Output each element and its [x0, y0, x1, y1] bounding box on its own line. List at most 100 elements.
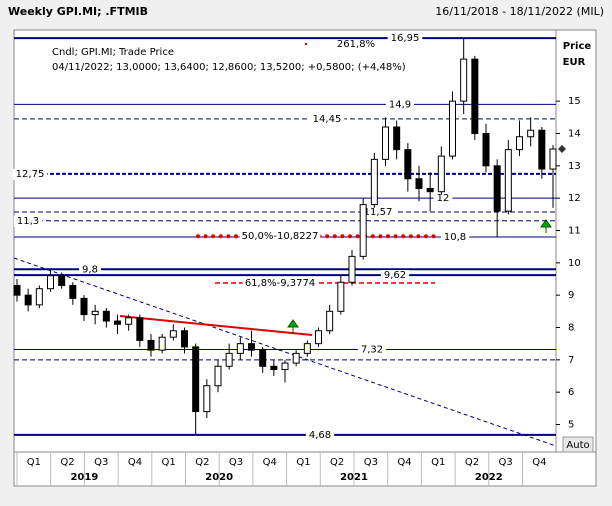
candle-body: [236, 343, 244, 354]
level-label-bg: [305, 429, 335, 441]
level-label: 11,3: [17, 216, 39, 227]
candle-body: [303, 343, 311, 354]
y-tick-label: 7: [568, 355, 574, 366]
candle-body: [315, 330, 322, 345]
year-label: 2019: [70, 472, 98, 483]
year-label: 2020: [205, 472, 233, 483]
level-label-bg: [387, 33, 423, 45]
candle-body: [136, 317, 144, 341]
fib-top-label: 261,8%: [337, 39, 375, 50]
candle-body: [370, 158, 378, 206]
buy-arrow: [540, 219, 552, 233]
fib-dot: [355, 234, 360, 239]
y-tick-label: 6: [568, 387, 574, 398]
candle-body: [35, 288, 43, 306]
x-tick-label: Q2: [465, 457, 479, 468]
x-tick-label: Q1: [162, 457, 176, 468]
candle-body: [125, 317, 133, 325]
fib-dot: [416, 234, 421, 239]
candle-body: [404, 149, 412, 180]
auto-button[interactable]: [562, 436, 594, 453]
candle-body: [415, 178, 423, 189]
y-axis-area: [555, 29, 597, 453]
x-tick-label: Q4: [128, 457, 142, 468]
fib-dot: [393, 234, 398, 239]
candle-body: [270, 365, 278, 371]
candle-body: [549, 148, 557, 170]
level-label: 16,95: [391, 33, 420, 44]
level-label: 12: [437, 193, 450, 204]
level-label-bg: [309, 113, 345, 125]
candle-body: [449, 100, 456, 157]
date-range: 16/11/2018 - 18/11/2022 (MIL): [435, 5, 604, 18]
legend-line: Cndl; GPI.MI; Trade Price: [52, 47, 174, 58]
level-label-bg: [79, 264, 101, 276]
candle-body: [382, 126, 389, 160]
y-tick-label: 11: [568, 225, 581, 236]
candle-body: [460, 58, 468, 102]
candle-body: [538, 129, 546, 170]
auto-button-label[interactable]: Auto: [566, 440, 589, 451]
fib-dot: [348, 234, 352, 239]
candle-body: [147, 339, 155, 351]
trend-line: [119, 315, 313, 336]
buy-arrow: [287, 319, 299, 333]
chart-title: Weekly GPI.MI; .FTMIB: [8, 5, 148, 18]
candle-body: [471, 58, 479, 134]
candle-body: [326, 310, 334, 332]
legend-line: 04/11/2022; 13,0000; 13,6400; 12,8600; 1…: [52, 62, 406, 73]
fib-dot: [325, 234, 330, 239]
level-label-bg: [357, 344, 387, 356]
candle-body: [214, 365, 222, 387]
fib-dot: [401, 234, 406, 239]
level-label-bg: [440, 231, 470, 243]
y-tick-label: 5: [568, 420, 574, 431]
level-label-bg: [385, 99, 415, 111]
level-label: 11,57: [364, 207, 393, 218]
level-label-bg: [433, 193, 453, 205]
fib-label: 50,0%-10,8227: [242, 231, 319, 242]
y-tick-label: 13: [568, 161, 581, 172]
candle-body: [58, 275, 66, 286]
level-label: 12,75: [16, 169, 45, 180]
candle-body: [359, 204, 367, 257]
level-label: 14,45: [313, 114, 342, 125]
candle-body: [181, 330, 188, 348]
candle-body: [482, 132, 490, 167]
fib-label: 61,8%-9,3774: [245, 278, 315, 289]
y-tick-label: 12: [568, 193, 581, 204]
level-label-bg: [380, 270, 410, 282]
candle-body: [13, 284, 21, 296]
candle-body: [527, 129, 535, 138]
fib-dot: [234, 234, 238, 239]
fib-dot: [304, 42, 308, 46]
fib-dot: [378, 234, 383, 239]
fib-dot: [424, 234, 428, 239]
candle-body: [203, 385, 211, 413]
x-tick-label: Q4: [397, 457, 411, 468]
x-tick-label: Q4: [263, 457, 277, 468]
fib-dot: [340, 234, 345, 239]
trend-line: [13, 257, 557, 447]
level-label-bg: [12, 168, 48, 180]
x-tick-label: Q1: [27, 457, 41, 468]
year-label: 2021: [340, 472, 368, 483]
candle-body: [80, 297, 88, 316]
x-tick-label: Q3: [94, 457, 108, 468]
x-tick-label: Q2: [195, 457, 209, 468]
level-label-bg: [13, 215, 43, 227]
candle-body: [114, 320, 121, 325]
y-axis-title: Price: [563, 41, 592, 52]
candle-body: [493, 165, 501, 212]
y-tick-label: 15: [568, 96, 581, 107]
x-tick-label: Q1: [296, 457, 310, 468]
fib-label-bg: [239, 231, 321, 243]
fib-dot: [226, 234, 231, 239]
candle-body: [169, 330, 177, 338]
y-tick-label: 9: [568, 290, 574, 301]
y-tick-label: 14: [568, 128, 581, 139]
level-label-bg: [360, 207, 396, 219]
level-label: 7,32: [361, 344, 383, 355]
last-price-marker: [558, 145, 566, 154]
